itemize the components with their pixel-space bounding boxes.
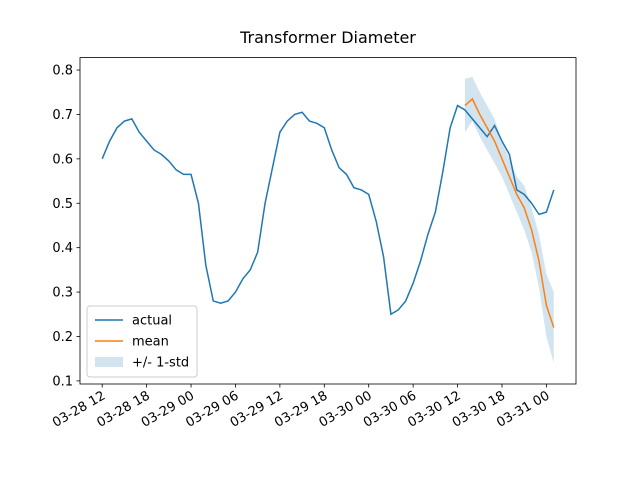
y-tick-label: 0.4 bbox=[52, 241, 73, 256]
y-tick-label: 0.3 bbox=[52, 286, 73, 301]
y-tick-label: 0.7 bbox=[52, 108, 73, 123]
y-tick-label: 0.6 bbox=[52, 152, 73, 167]
legend-swatch bbox=[95, 357, 123, 367]
y-tick-label: 0.5 bbox=[52, 197, 73, 212]
y-tick-label: 0.2 bbox=[52, 330, 73, 345]
legend-label: mean bbox=[132, 335, 169, 350]
legend-box bbox=[86, 305, 198, 378]
legend-label: actual bbox=[132, 314, 172, 329]
y-tick-label: 0.8 bbox=[52, 64, 73, 79]
legend-label: +/- 1-std bbox=[132, 356, 189, 371]
plot-frame bbox=[79, 57, 577, 385]
y-tick-label: 0.1 bbox=[52, 374, 73, 389]
line-0 bbox=[101, 104, 555, 316]
chart-title: Transformer Diameter bbox=[239, 28, 416, 47]
std-band bbox=[464, 76, 554, 364]
line-1 bbox=[464, 97, 555, 328]
